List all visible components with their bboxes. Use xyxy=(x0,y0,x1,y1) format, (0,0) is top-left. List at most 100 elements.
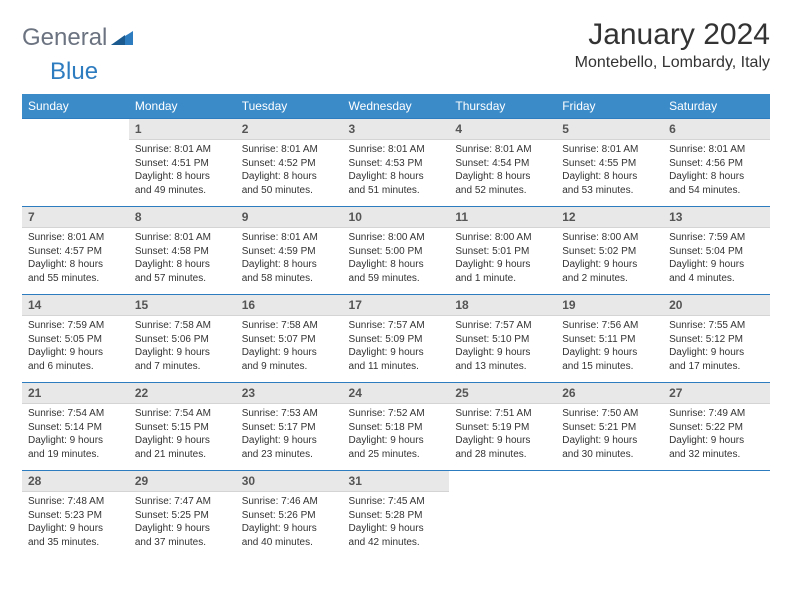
day-number: 16 xyxy=(236,295,343,316)
calendar-day-cell: 8Sunrise: 8:01 AMSunset: 4:58 PMDaylight… xyxy=(129,207,236,295)
weekday-header: Thursday xyxy=(449,94,556,119)
day-number: 24 xyxy=(343,383,450,404)
day-d1: Daylight: 9 hours xyxy=(669,258,764,272)
day-number: 12 xyxy=(556,207,663,228)
calendar-day-cell: 6Sunrise: 8:01 AMSunset: 4:56 PMDaylight… xyxy=(663,119,770,207)
day-details: Sunrise: 7:53 AMSunset: 5:17 PMDaylight:… xyxy=(236,404,343,465)
day-details: Sunrise: 7:49 AMSunset: 5:22 PMDaylight:… xyxy=(663,404,770,465)
day-ss: Sunset: 5:26 PM xyxy=(242,509,337,523)
calendar-day-cell: 28Sunrise: 7:48 AMSunset: 5:23 PMDayligh… xyxy=(22,471,129,559)
day-d2: and 7 minutes. xyxy=(135,360,230,374)
day-sr: Sunrise: 8:00 AM xyxy=(455,231,550,245)
day-number: 15 xyxy=(129,295,236,316)
day-details: Sunrise: 8:01 AMSunset: 4:51 PMDaylight:… xyxy=(129,140,236,201)
day-d2: and 17 minutes. xyxy=(669,360,764,374)
day-d1: Daylight: 9 hours xyxy=(455,346,550,360)
calendar-day-cell: 24Sunrise: 7:52 AMSunset: 5:18 PMDayligh… xyxy=(343,383,450,471)
calendar-day-cell: 25Sunrise: 7:51 AMSunset: 5:19 PMDayligh… xyxy=(449,383,556,471)
day-details: Sunrise: 8:01 AMSunset: 4:53 PMDaylight:… xyxy=(343,140,450,201)
day-ss: Sunset: 4:55 PM xyxy=(562,157,657,171)
day-ss: Sunset: 5:22 PM xyxy=(669,421,764,435)
day-d2: and 28 minutes. xyxy=(455,448,550,462)
day-details: Sunrise: 8:01 AMSunset: 4:57 PMDaylight:… xyxy=(22,228,129,289)
day-d1: Daylight: 9 hours xyxy=(135,434,230,448)
day-sr: Sunrise: 7:46 AM xyxy=(242,495,337,509)
day-d2: and 40 minutes. xyxy=(242,536,337,550)
weekday-header: Sunday xyxy=(22,94,129,119)
day-d1: Daylight: 9 hours xyxy=(455,434,550,448)
day-sr: Sunrise: 7:59 AM xyxy=(28,319,123,333)
calendar-day-cell xyxy=(449,471,556,559)
day-number: 27 xyxy=(663,383,770,404)
day-d2: and 55 minutes. xyxy=(28,272,123,286)
day-d2: and 2 minutes. xyxy=(562,272,657,286)
day-d1: Daylight: 9 hours xyxy=(349,522,444,536)
day-d1: Daylight: 9 hours xyxy=(242,434,337,448)
day-sr: Sunrise: 7:59 AM xyxy=(669,231,764,245)
calendar-week-row: 14Sunrise: 7:59 AMSunset: 5:05 PMDayligh… xyxy=(22,295,770,383)
day-sr: Sunrise: 7:56 AM xyxy=(562,319,657,333)
day-number: 17 xyxy=(343,295,450,316)
day-sr: Sunrise: 7:45 AM xyxy=(349,495,444,509)
day-details: Sunrise: 7:46 AMSunset: 5:26 PMDaylight:… xyxy=(236,492,343,553)
calendar-week-row: 28Sunrise: 7:48 AMSunset: 5:23 PMDayligh… xyxy=(22,471,770,559)
day-d2: and 6 minutes. xyxy=(28,360,123,374)
day-ss: Sunset: 5:05 PM xyxy=(28,333,123,347)
day-details: Sunrise: 7:48 AMSunset: 5:23 PMDaylight:… xyxy=(22,492,129,553)
day-d1: Daylight: 8 hours xyxy=(349,258,444,272)
day-d2: and 19 minutes. xyxy=(28,448,123,462)
day-sr: Sunrise: 7:48 AM xyxy=(28,495,123,509)
day-details: Sunrise: 8:01 AMSunset: 4:55 PMDaylight:… xyxy=(556,140,663,201)
day-ss: Sunset: 5:19 PM xyxy=(455,421,550,435)
day-details: Sunrise: 8:01 AMSunset: 4:52 PMDaylight:… xyxy=(236,140,343,201)
header: General January 2024 Montebello, Lombard… xyxy=(22,18,770,72)
day-d2: and 52 minutes. xyxy=(455,184,550,198)
day-number: 18 xyxy=(449,295,556,316)
day-details: Sunrise: 7:59 AMSunset: 5:04 PMDaylight:… xyxy=(663,228,770,289)
calendar-day-cell: 2Sunrise: 8:01 AMSunset: 4:52 PMDaylight… xyxy=(236,119,343,207)
calendar-day-cell: 3Sunrise: 8:01 AMSunset: 4:53 PMDaylight… xyxy=(343,119,450,207)
day-details: Sunrise: 7:54 AMSunset: 5:14 PMDaylight:… xyxy=(22,404,129,465)
day-details: Sunrise: 7:58 AMSunset: 5:06 PMDaylight:… xyxy=(129,316,236,377)
day-ss: Sunset: 5:00 PM xyxy=(349,245,444,259)
day-number: 20 xyxy=(663,295,770,316)
calendar-day-cell: 11Sunrise: 8:00 AMSunset: 5:01 PMDayligh… xyxy=(449,207,556,295)
day-sr: Sunrise: 8:00 AM xyxy=(562,231,657,245)
day-number: 31 xyxy=(343,471,450,492)
day-details: Sunrise: 8:01 AMSunset: 4:56 PMDaylight:… xyxy=(663,140,770,201)
day-ss: Sunset: 5:11 PM xyxy=(562,333,657,347)
day-d1: Daylight: 9 hours xyxy=(242,522,337,536)
day-d1: Daylight: 9 hours xyxy=(28,434,123,448)
calendar-day-cell: 15Sunrise: 7:58 AMSunset: 5:06 PMDayligh… xyxy=(129,295,236,383)
day-details: Sunrise: 7:57 AMSunset: 5:09 PMDaylight:… xyxy=(343,316,450,377)
day-number: 10 xyxy=(343,207,450,228)
day-details: Sunrise: 7:58 AMSunset: 5:07 PMDaylight:… xyxy=(236,316,343,377)
day-d1: Daylight: 9 hours xyxy=(28,522,123,536)
day-sr: Sunrise: 8:01 AM xyxy=(242,143,337,157)
day-d2: and 58 minutes. xyxy=(242,272,337,286)
calendar-day-cell: 16Sunrise: 7:58 AMSunset: 5:07 PMDayligh… xyxy=(236,295,343,383)
logo-text-blue: Blue xyxy=(50,58,98,85)
day-ss: Sunset: 5:23 PM xyxy=(28,509,123,523)
day-number: 7 xyxy=(22,207,129,228)
day-d2: and 25 minutes. xyxy=(349,448,444,462)
day-d1: Daylight: 8 hours xyxy=(135,258,230,272)
day-number: 30 xyxy=(236,471,343,492)
weekday-header: Saturday xyxy=(663,94,770,119)
day-details: Sunrise: 7:47 AMSunset: 5:25 PMDaylight:… xyxy=(129,492,236,553)
day-number: 4 xyxy=(449,119,556,140)
day-number: 6 xyxy=(663,119,770,140)
day-sr: Sunrise: 7:57 AM xyxy=(349,319,444,333)
day-details: Sunrise: 7:56 AMSunset: 5:11 PMDaylight:… xyxy=(556,316,663,377)
day-d1: Daylight: 8 hours xyxy=(349,170,444,184)
day-ss: Sunset: 5:14 PM xyxy=(28,421,123,435)
day-d1: Daylight: 9 hours xyxy=(669,346,764,360)
calendar-day-cell: 5Sunrise: 8:01 AMSunset: 4:55 PMDaylight… xyxy=(556,119,663,207)
day-details: Sunrise: 8:01 AMSunset: 4:59 PMDaylight:… xyxy=(236,228,343,289)
calendar-day-cell: 18Sunrise: 7:57 AMSunset: 5:10 PMDayligh… xyxy=(449,295,556,383)
day-d1: Daylight: 8 hours xyxy=(242,170,337,184)
day-number: 29 xyxy=(129,471,236,492)
calendar-table: Sunday Monday Tuesday Wednesday Thursday… xyxy=(22,94,770,559)
day-number: 26 xyxy=(556,383,663,404)
calendar-day-cell: 10Sunrise: 8:00 AMSunset: 5:00 PMDayligh… xyxy=(343,207,450,295)
